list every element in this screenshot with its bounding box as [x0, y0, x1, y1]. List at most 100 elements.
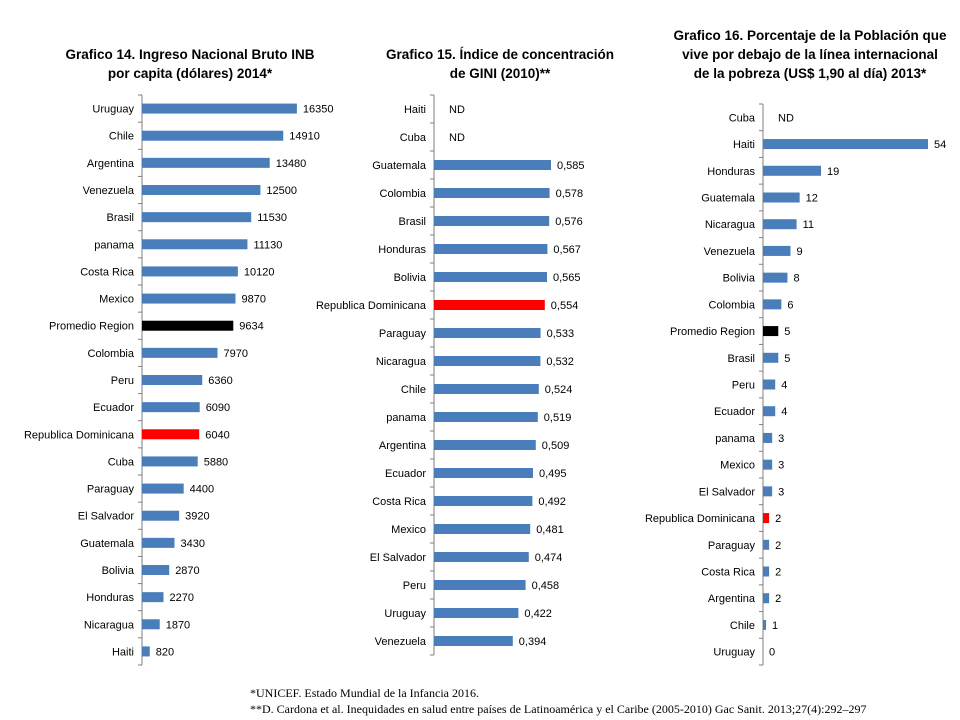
- chart14-category-label: panama: [94, 239, 135, 251]
- chart15-category-label: El Salvador: [370, 552, 427, 564]
- chart16-bar: [763, 432, 773, 443]
- chart16-data-label: 4: [781, 380, 787, 392]
- chart14-data-label: 6360: [208, 375, 232, 387]
- chart16-category-label: Brasil: [727, 353, 755, 365]
- chart14-bar: [142, 320, 234, 331]
- chart14-category-label: Chile: [109, 131, 134, 143]
- chart16-bar: [763, 192, 800, 203]
- chart14-title-line-1: Grafico 14. Ingreso Nacional Bruto INB: [65, 47, 315, 62]
- chart14-bar: [142, 375, 203, 385]
- chart14-data-label: 6090: [206, 402, 230, 414]
- chart15-category-label: Ecuador: [385, 468, 426, 480]
- chart16-data-label: ND: [778, 112, 794, 124]
- chart16-bar: [763, 139, 928, 150]
- chart15-category-label: Colombia: [380, 188, 427, 200]
- chart15-category-label: Guatemala: [372, 160, 427, 172]
- chart15-category-label: Mexico: [391, 524, 426, 536]
- chart14-bar: [142, 510, 180, 521]
- chart14-category-label: Honduras: [86, 592, 134, 604]
- chart14-bar: [142, 646, 150, 657]
- chart15-category-label: Argentina: [379, 440, 427, 452]
- chart15-data-label: 0,492: [538, 496, 566, 508]
- chart16-bar: [763, 352, 779, 363]
- chart16-category-label: Haiti: [733, 139, 755, 151]
- chart16-category-label: Guatemala: [701, 193, 756, 205]
- chart14-bar: [142, 130, 284, 141]
- chart16-category-label: Uruguay: [713, 647, 755, 659]
- chart15-data-label: 0,565: [553, 272, 581, 284]
- chart16-bar: [763, 272, 788, 283]
- chart16-data-label: 5: [784, 326, 790, 338]
- chart16-bar: [763, 486, 773, 497]
- chart16-bar: [763, 406, 776, 417]
- chart15-category-label: Cuba: [400, 132, 427, 144]
- chart16-title: Grafico 16. Porcentaje de la Población q…: [660, 26, 960, 83]
- chart14-data-label: 14910: [289, 131, 320, 143]
- chart16-category-label: Republica Dominicana: [645, 513, 756, 525]
- chart14-bar: [142, 483, 184, 494]
- chart16-category-label: Peru: [732, 380, 755, 392]
- chart15-data-label: 0,422: [524, 608, 552, 620]
- chart16-title-line-1: Grafico 16. Porcentaje de la Población q…: [673, 28, 947, 43]
- chart15-bar: [434, 272, 547, 282]
- chart15-category-label: Chile: [401, 384, 426, 396]
- chart14-bar: [142, 239, 248, 250]
- chart15-bar: [434, 244, 548, 254]
- chart16-category-label: Venezuela: [704, 246, 756, 258]
- chart16-category-label: Paraguay: [708, 540, 756, 552]
- chart14-data-label: 9870: [242, 294, 266, 306]
- chart16-category-label: Ecuador: [714, 406, 755, 418]
- chart16-data-label: 3: [778, 486, 784, 498]
- chart16-title-line-3: de la pobreza (US$ 1,90 al día) 2013*: [693, 66, 927, 81]
- chart14-title-line-2: por capita (dólares) 2014*: [107, 66, 273, 81]
- chart15-title: Grafico 15. Índice de concentración de G…: [345, 45, 655, 83]
- chart14-data-label: 12500: [266, 185, 297, 197]
- chart14-data-label: 5880: [204, 456, 228, 468]
- chart16-category-label: Promedio Region: [670, 326, 755, 338]
- chart15-data-label: 0,495: [539, 468, 567, 480]
- chart16-data-label: 5: [784, 353, 790, 365]
- chart16-data-label: 19: [827, 166, 839, 178]
- chart15-data-label: 0,509: [542, 440, 570, 452]
- chart16-bar: [763, 593, 770, 604]
- chart14-data-label: 3430: [180, 538, 204, 550]
- chart16-bar: [763, 219, 797, 230]
- chart14-category-label: Peru: [111, 375, 134, 387]
- chart16-category-label: Honduras: [707, 166, 755, 178]
- chart16-data-label: 3: [778, 433, 784, 445]
- chart14-data-label: 11530: [257, 212, 287, 224]
- chart14-bar: [142, 157, 270, 168]
- chart15-category-label: Haiti: [404, 104, 426, 116]
- chart16-data-label: 0: [769, 647, 775, 659]
- chart14-category-label: Colombia: [88, 348, 135, 360]
- chart14-category-label: Ecuador: [93, 402, 134, 414]
- chart14-category-label: Republica Dominicana: [24, 429, 135, 441]
- chart16-bar: [763, 513, 770, 524]
- chart14-data-label: 13480: [276, 158, 307, 170]
- chart16-data-label: 8: [793, 273, 799, 285]
- chart16-category-label: Colombia: [709, 299, 756, 311]
- chart15-bar: [434, 188, 550, 198]
- chart15-data-label: ND: [449, 132, 465, 144]
- chart15-bar: [434, 160, 551, 170]
- chart16-bar: [763, 619, 767, 630]
- chart16-data-label: 12: [806, 193, 818, 205]
- chart15-bar: [434, 580, 526, 590]
- chart14-category-label: Paraguay: [87, 484, 135, 496]
- chart14-data-label: 11130: [253, 239, 282, 251]
- chart14-category-label: Argentina: [87, 158, 135, 170]
- chart16-bar: [763, 245, 791, 256]
- chart14-category-label: Venezuela: [83, 185, 135, 197]
- chart16-data-label: 6: [787, 299, 793, 311]
- chart14-category-label: Bolivia: [102, 565, 135, 577]
- chart15-bar: [434, 216, 550, 226]
- chart15-data-label: ND: [449, 104, 465, 116]
- chart16-data-label: 2: [775, 513, 781, 525]
- chart15-category-label: Peru: [403, 580, 426, 592]
- chart15-data-label: 0,474: [535, 552, 563, 564]
- chart16-data-label: 2: [775, 567, 781, 579]
- chart15-data-label: 0,567: [553, 244, 581, 256]
- chart15-data-label: 0,532: [546, 356, 574, 368]
- chart16-category-label: Mexico: [720, 460, 755, 472]
- chart14-bar: [142, 565, 170, 575]
